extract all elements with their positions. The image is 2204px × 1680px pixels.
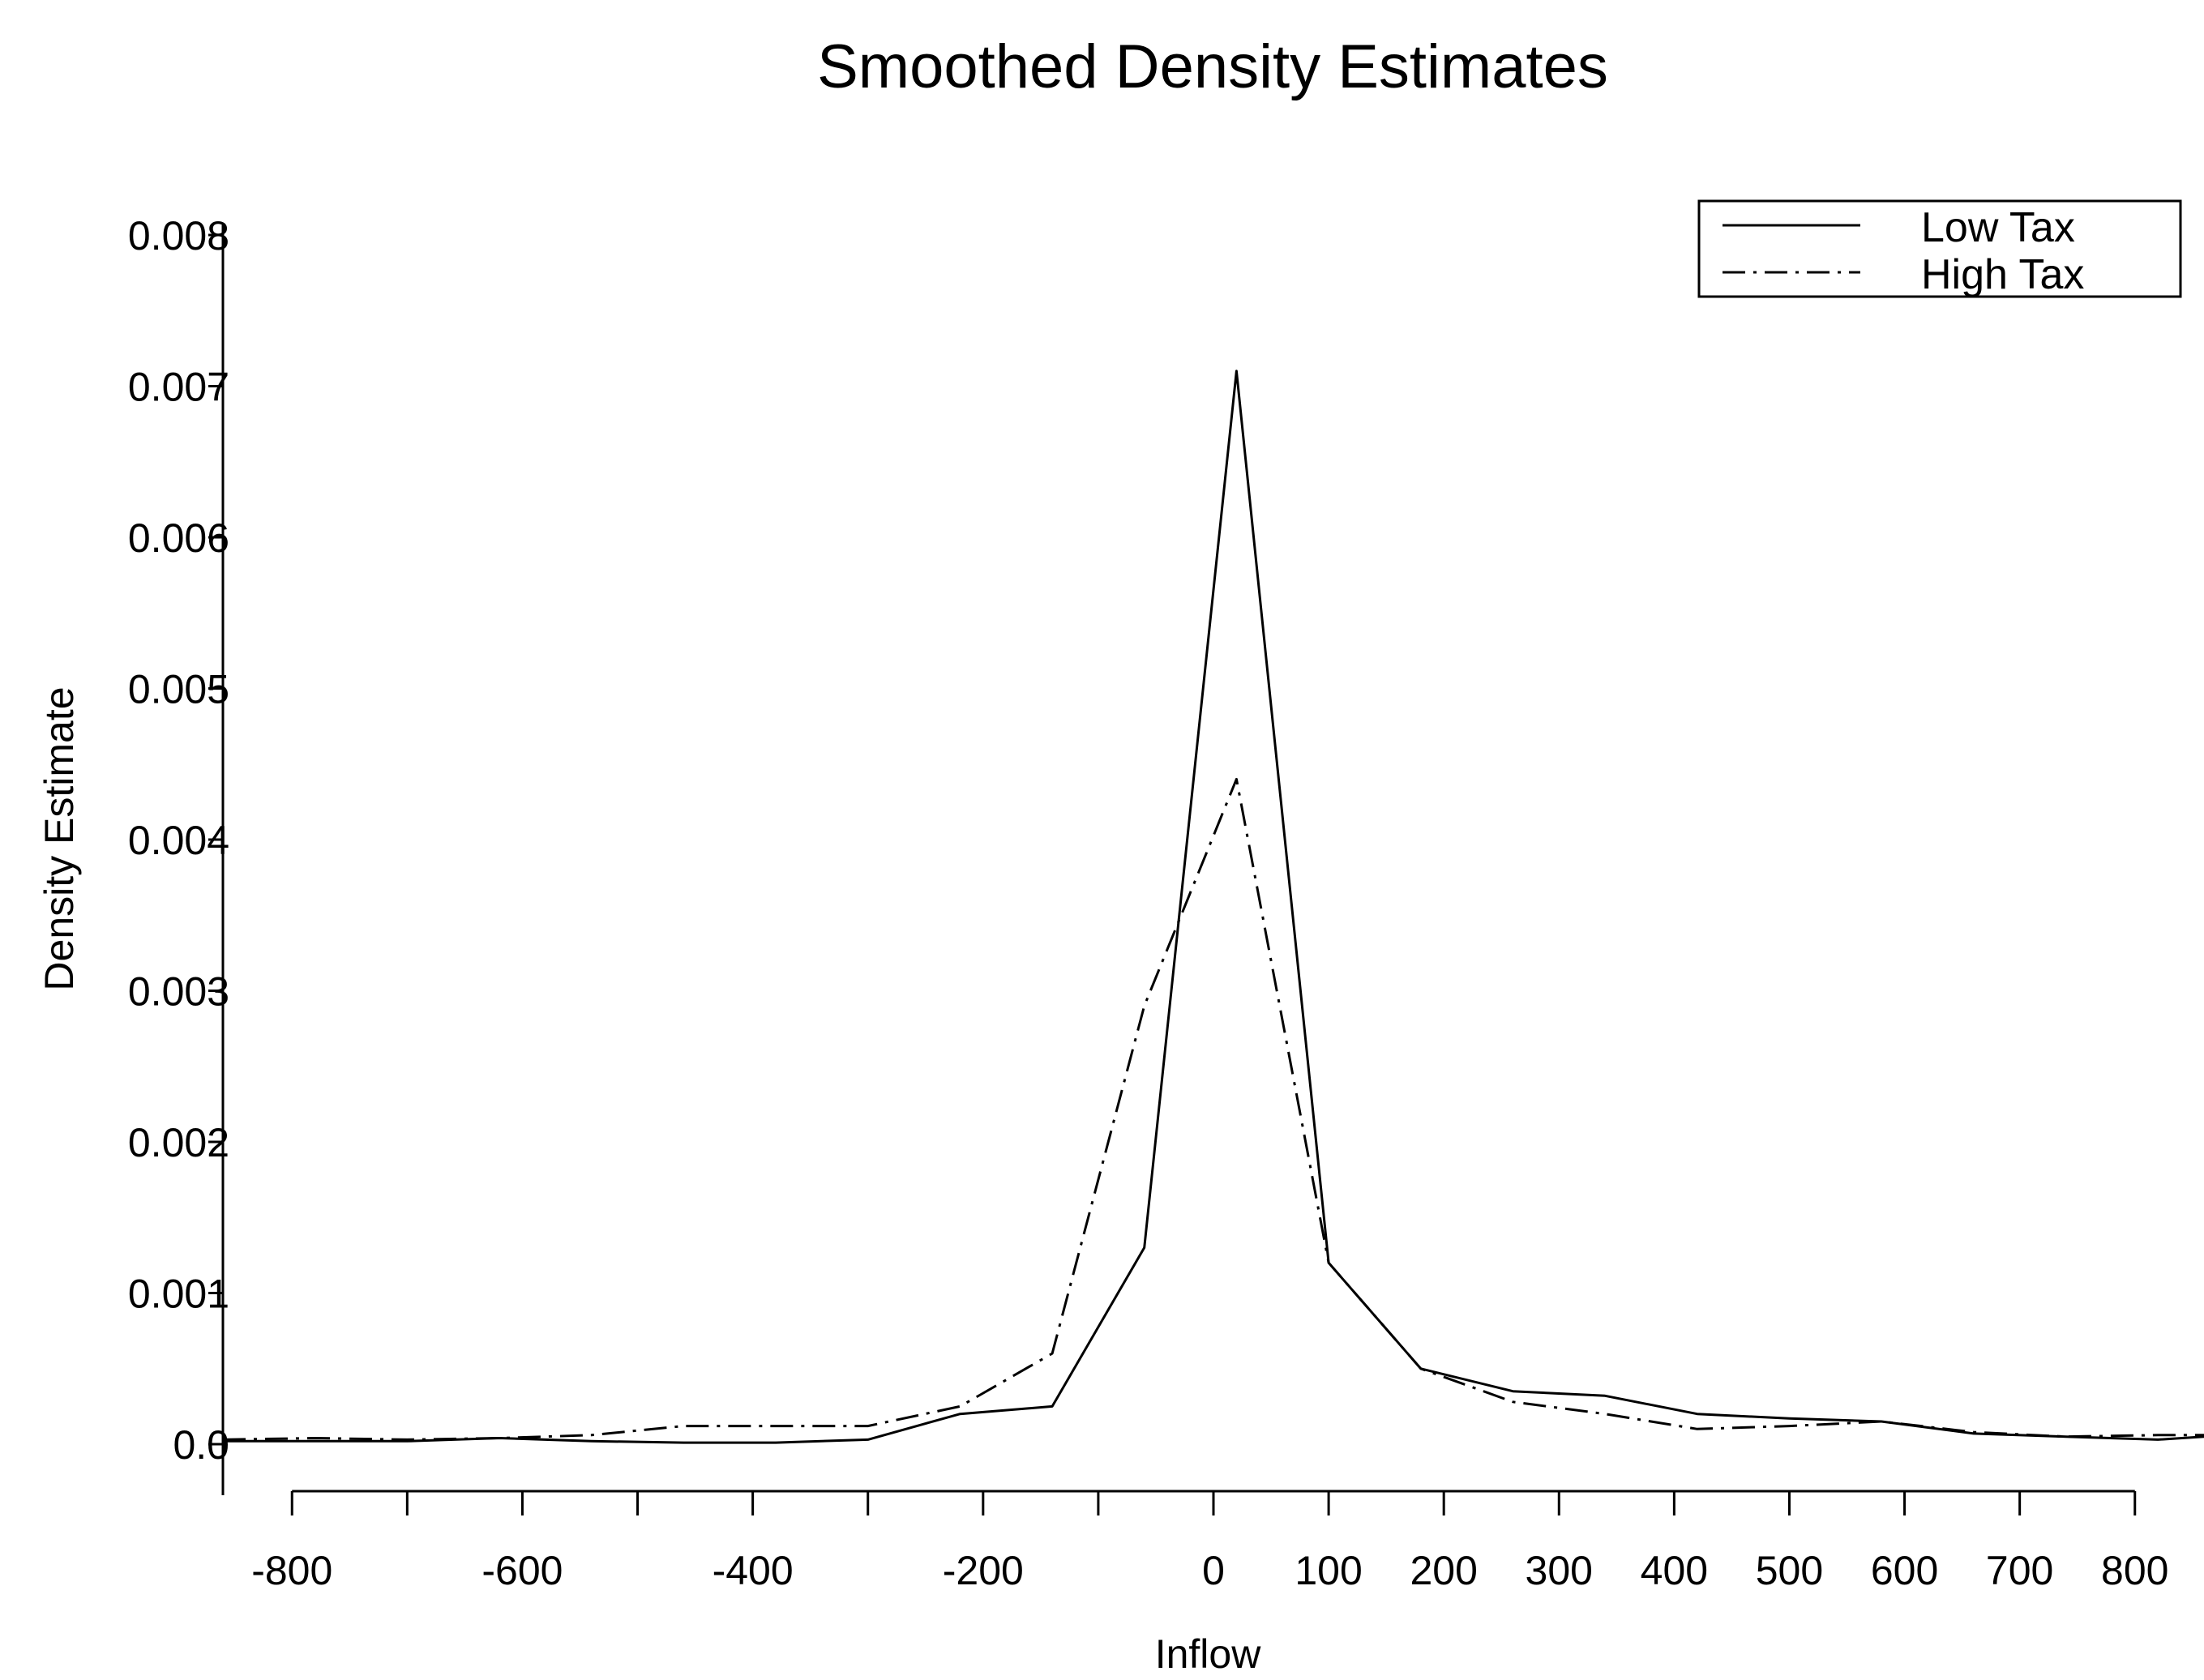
x-tick-label: 0 — [1202, 1548, 1225, 1593]
x-axis: -800 -600 -400 -200 0 100 200 300 400 500 600 700 80… — [251, 1490, 2168, 1593]
y-tick-label: 0.003 — [128, 969, 229, 1015]
x-tick-label: 100 — [1295, 1548, 1362, 1593]
x-tick-label: 500 — [1756, 1548, 1823, 1593]
legend-label-low-tax: Low Tax — [1921, 204, 2075, 251]
series-line-low-tax — [223, 370, 2204, 1444]
x-axis-label: Inflow — [1155, 1631, 1262, 1677]
legend: Low Tax High Tax — [1697, 199, 2182, 298]
x-tick-label: 700 — [1986, 1548, 2053, 1593]
x-tick-label: -400 — [713, 1548, 794, 1593]
x-tick-label: -200 — [943, 1548, 1024, 1593]
legend-box — [1697, 199, 2182, 298]
y-tick-label: 0.008 — [128, 213, 229, 259]
x-tick-label: 300 — [1526, 1548, 1593, 1593]
y-axis: 0.0 0.001 0.002 0.003 0.004 0.005 0.006 0.007 0.… — [128, 213, 229, 1495]
y-tick-label: 0.001 — [128, 1272, 229, 1317]
x-tick-label: -600 — [481, 1548, 563, 1593]
legend-label-high-tax: High Tax — [1921, 251, 2084, 298]
x-tick-label: 400 — [1641, 1548, 1708, 1593]
series-line-high-tax — [222, 777, 2204, 1441]
y-tick-label: 0.007 — [128, 365, 229, 410]
plot-series — [222, 370, 2204, 1444]
x-tick-label: -800 — [251, 1548, 332, 1593]
x-tick-label: 200 — [1410, 1548, 1477, 1593]
y-tick-label: 0.002 — [128, 1120, 229, 1165]
y-tick-label: 0.0 — [173, 1422, 229, 1468]
y-axis-label: Density Estimate — [36, 686, 82, 990]
chart-title: Smoothed Density Estimates — [817, 32, 1608, 101]
x-tick-label: 600 — [1871, 1548, 1938, 1593]
x-tick-label: 800 — [2101, 1548, 2168, 1593]
y-tick-label: 0.006 — [128, 515, 229, 561]
y-tick-label: 0.004 — [128, 818, 229, 863]
y-tick-label: 0.005 — [128, 667, 229, 712]
